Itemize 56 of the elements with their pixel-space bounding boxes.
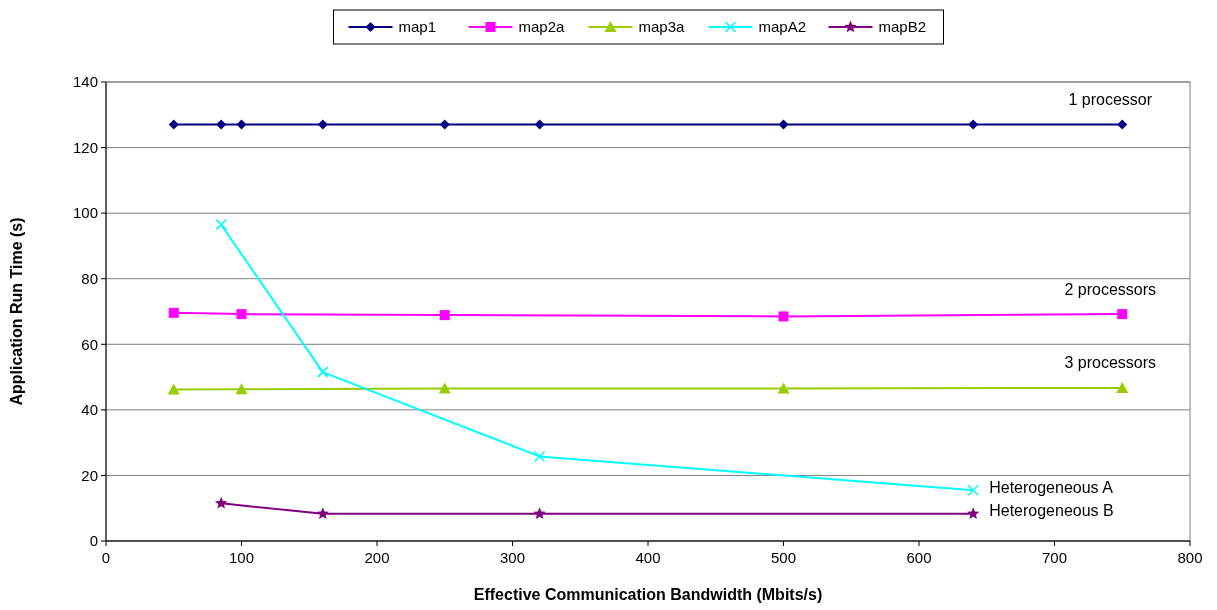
y-tick-label: 140: [72, 73, 98, 91]
annotation: 3 processors: [1064, 354, 1157, 372]
x-tick-label: 200: [364, 549, 390, 566]
x-tick-label: 600: [906, 549, 932, 566]
point: [1117, 309, 1128, 320]
point: [967, 507, 980, 520]
annotation: Heterogeneous B: [989, 502, 1114, 520]
x-tick-label: 300: [499, 549, 526, 566]
y-tick-label: 80: [81, 269, 98, 287]
point: [438, 382, 451, 394]
x-tick-label: 500: [770, 549, 797, 566]
point: [533, 450, 546, 463]
x-tick-label: 400: [635, 549, 661, 566]
point: [316, 507, 329, 520]
y-tick-label: 60: [81, 335, 98, 353]
point: [317, 366, 329, 378]
x-tick-label: 0: [101, 549, 111, 566]
point: [968, 119, 979, 130]
point: [778, 119, 789, 130]
legend-label: mapA2: [758, 18, 807, 36]
point: [236, 119, 247, 130]
point: [439, 310, 450, 321]
annotation: Heterogeneous A: [989, 478, 1114, 496]
legend-label: mapB2: [878, 18, 927, 36]
point: [534, 119, 545, 130]
point: [1116, 381, 1129, 393]
y-tick-label: 120: [72, 138, 98, 156]
point: [439, 119, 450, 130]
point: [778, 311, 789, 322]
x-tick-label: 100: [228, 549, 255, 566]
point: [167, 383, 180, 395]
point: [236, 309, 247, 320]
point: [533, 507, 546, 520]
y-tick-label: 0: [89, 532, 98, 550]
legend-label: map3a: [638, 18, 686, 36]
y-tick-label: 20: [81, 466, 98, 484]
point: [168, 307, 179, 318]
point: [216, 119, 227, 130]
point: [235, 383, 248, 395]
point: [215, 218, 227, 231]
point: [967, 484, 979, 496]
annotation: 1 processor: [1068, 91, 1153, 109]
annotation: 2 processors: [1064, 280, 1157, 298]
point: [317, 119, 328, 130]
x-axis-title: Effective Communication Bandwidth (Mbits/s): [473, 586, 823, 603]
x-tick-label: 700: [1041, 549, 1068, 566]
point: [214, 496, 228, 509]
point: [1117, 119, 1128, 130]
legend-label: map1: [398, 18, 437, 36]
y-axis-title: Application Run Time (s): [8, 217, 25, 406]
x-tick-label: 800: [1177, 549, 1203, 566]
point: [168, 119, 179, 130]
legend-label: map2a: [518, 18, 566, 36]
y-tick-label: 100: [72, 204, 98, 222]
y-tick-label: 40: [81, 401, 98, 419]
point: [777, 382, 790, 394]
